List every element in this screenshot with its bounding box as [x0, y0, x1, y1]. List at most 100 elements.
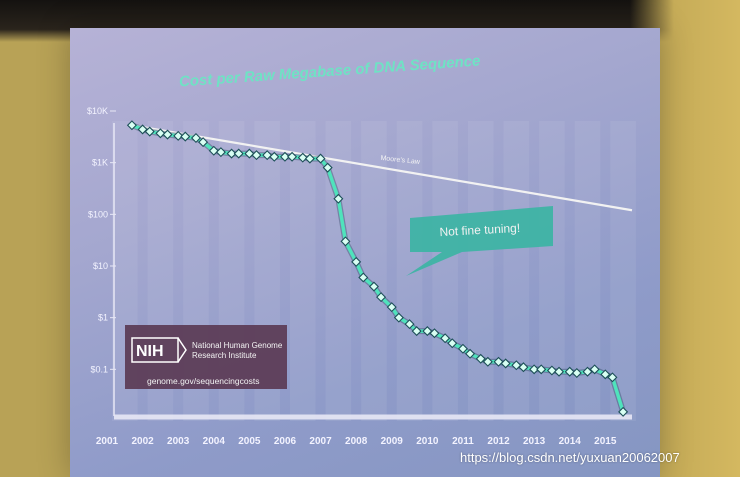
x-tick-label: 2008 [345, 436, 368, 447]
cost-point [554, 366, 565, 377]
watermark-url: https://blog.csdn.net/yuxuan20062007 [460, 450, 680, 465]
x-tick-label: 2003 [167, 436, 190, 447]
cost-point [465, 348, 476, 359]
grid-band [539, 121, 565, 421]
x-tick-label: 2009 [381, 436, 404, 447]
cost-point [173, 130, 184, 141]
x-axis: 2001 2002 2003 2004 2005 2006 2007 2008 2009 2010… [96, 414, 632, 447]
cost-point [511, 360, 522, 371]
cost-point [208, 145, 219, 156]
cost-point [315, 153, 326, 164]
cost-point [155, 128, 166, 139]
grid-band [610, 121, 636, 421]
cost-point [429, 328, 440, 339]
x-tick-label: 2001 [96, 436, 119, 447]
y-tick-label: $1K [92, 158, 108, 168]
x-tick-label: 2004 [203, 436, 226, 447]
cost-point [529, 364, 540, 375]
cost-point [144, 126, 155, 137]
x-tick-label: 2014 [559, 436, 582, 447]
nih-url: genome.gov/sequencingcosts [147, 376, 259, 386]
grid-band [503, 121, 530, 421]
cost-point [589, 364, 600, 375]
x-tick-label: 2015 [594, 436, 617, 447]
nih-badge: NIH National Human Genome Research Insti… [125, 325, 287, 389]
grid-band [432, 121, 458, 421]
cost-series [126, 120, 629, 417]
nih-logo-box [131, 337, 179, 363]
grid-band [396, 121, 423, 421]
x-tick-label: 2011 [452, 436, 474, 447]
y-tick-label: $10K [87, 106, 108, 116]
projection-screen: Cost per Raw Megabase of DNA Sequence $1… [70, 28, 660, 477]
cost-point [351, 256, 362, 267]
moores-law-line [131, 124, 633, 212]
cost-point [393, 312, 404, 323]
cost-point [518, 362, 529, 373]
callout: Not fine tuning! [406, 206, 553, 276]
nih-name-line1: National Human Genome [192, 341, 283, 350]
cost-point [376, 292, 387, 303]
cost-point [162, 129, 173, 140]
callout-bubble [406, 206, 553, 276]
cost-point [440, 333, 451, 344]
cost-point [457, 343, 468, 354]
x-tick-label: 2010 [416, 436, 439, 447]
cost-point [368, 281, 379, 292]
moores-law-series: Moore's Law [131, 124, 633, 212]
x-tick-label: 2002 [131, 436, 154, 447]
cost-point [340, 236, 351, 247]
cost-point [536, 364, 547, 375]
moores-law-label: Moore's Law [380, 155, 421, 166]
cost-point [386, 302, 397, 313]
cost-point [411, 326, 422, 337]
y-axis: $10K $1K $100 $10 $1 $0.1 [87, 106, 116, 374]
cost-point [244, 148, 255, 159]
cost-point [404, 319, 415, 330]
nih-logo-chevron [177, 337, 187, 363]
grid-band [289, 121, 316, 421]
cost-point [564, 366, 575, 377]
cost-point [297, 152, 308, 163]
cost-point [475, 353, 486, 364]
cost-point [482, 356, 493, 367]
cost-point [126, 120, 137, 131]
y-tick-label: $1 [98, 313, 108, 323]
nih-logo-text: NIH [136, 343, 164, 360]
cost-point [582, 366, 593, 377]
cost-point [233, 148, 244, 159]
cost-point [279, 151, 290, 162]
y-tick-label: $10 [93, 261, 108, 271]
cost-point [571, 367, 582, 379]
x-tick-label: 2005 [238, 436, 261, 447]
cost-point [287, 151, 298, 162]
chart-svg: Cost per Raw Megabase of DNA Sequence $1… [87, 52, 636, 447]
cost-point [607, 372, 618, 383]
cost-point [322, 162, 333, 173]
cost-point [269, 151, 280, 162]
cost-point [358, 272, 369, 283]
cost-point [600, 369, 611, 380]
x-tick-label: 2013 [523, 436, 546, 447]
cost-point [251, 150, 262, 161]
callout-text: Not fine tuning! [439, 221, 520, 239]
y-tick-label: $0.1 [90, 364, 108, 374]
cost-point [226, 148, 237, 159]
y-tick-label: $100 [88, 209, 108, 219]
cost-point [190, 132, 202, 144]
x-tick-label: 2007 [309, 436, 332, 447]
cost-point [500, 358, 511, 369]
nih-badge-background [125, 325, 287, 389]
cost-point [546, 365, 557, 376]
x-tick-label: 2006 [274, 436, 297, 447]
cost-point [198, 137, 209, 148]
cost-point [493, 356, 504, 367]
cost-point [333, 193, 344, 204]
grid-band [361, 121, 387, 421]
cost-point [447, 338, 458, 349]
cost-point [180, 131, 191, 142]
cost-point [262, 150, 273, 161]
cost-point [304, 153, 315, 164]
x-tick-label: 2012 [487, 436, 510, 447]
cost-point [215, 147, 226, 158]
